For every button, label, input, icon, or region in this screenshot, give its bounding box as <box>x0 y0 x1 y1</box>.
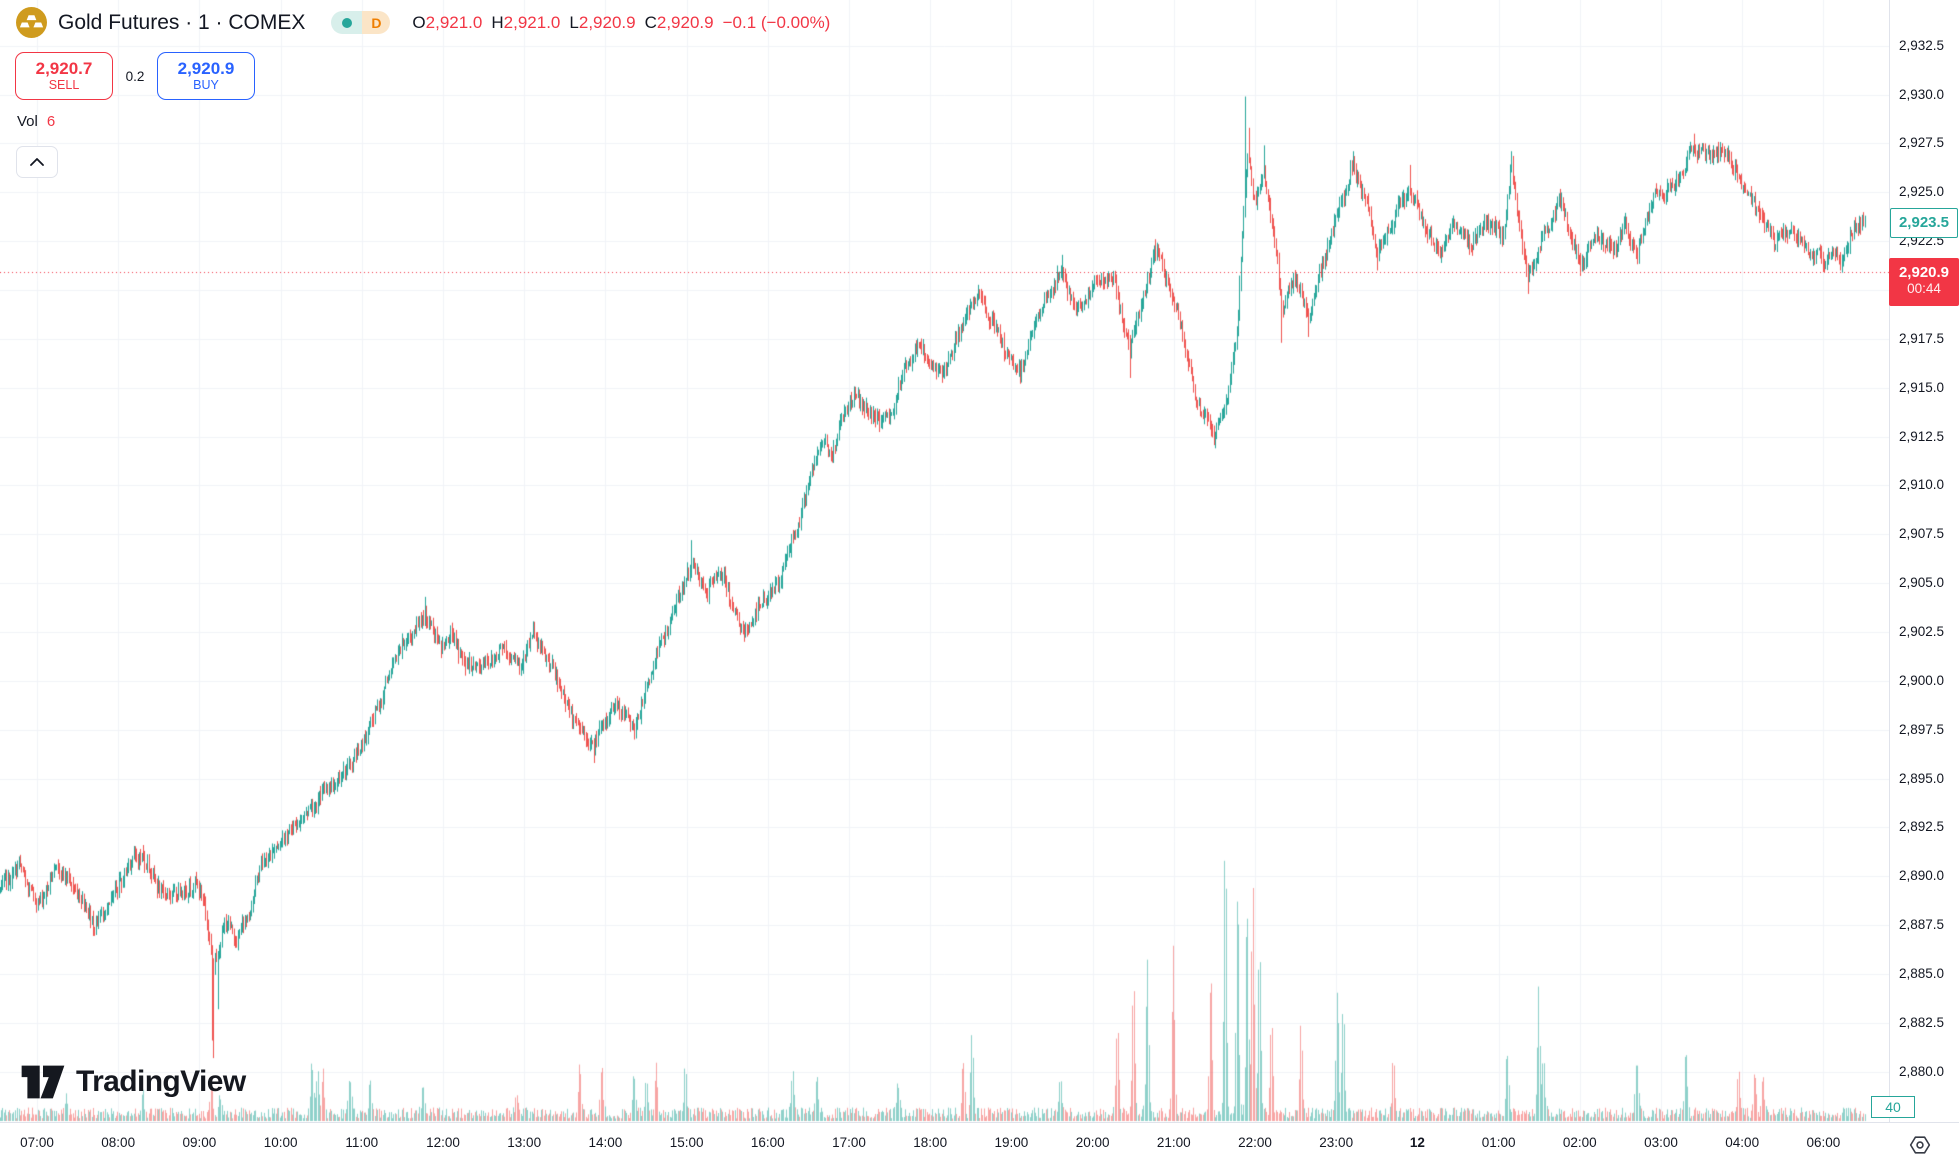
chart-settings-button[interactable] <box>1904 1131 1936 1159</box>
time-tick-label: 07:00 <box>20 1135 54 1150</box>
price-tick-label: 2,880.0 <box>1899 1063 1945 1079</box>
time-tick-label: 12 <box>1409 1135 1425 1150</box>
watermark-text: TradingView <box>76 1065 246 1098</box>
time-tick-label: 11:00 <box>345 1135 379 1150</box>
time-tick-label: 09:00 <box>182 1135 217 1150</box>
price-tick-label: 2,917.5 <box>1899 330 1945 346</box>
price-tick-label: 2,885.0 <box>1899 966 1945 982</box>
notification-badge: D <box>362 11 391 34</box>
candlestick-chart[interactable] <box>0 0 1889 1122</box>
bar-countdown: 00:44 <box>1907 281 1941 297</box>
price-tick-label: 2,892.5 <box>1899 819 1945 835</box>
trade-panel: 2,920.7 SELL 0.2 2,920.9 BUY <box>15 52 255 100</box>
price-tick-label: 2,890.0 <box>1899 868 1945 884</box>
time-tick-label: 18:00 <box>913 1135 948 1150</box>
price-axis[interactable]: 2,932.52,930.02,927.52,925.02,922.52,920… <box>1889 0 1959 1122</box>
price-tick-label: 2,925.0 <box>1899 184 1945 200</box>
time-tick-label: 19:00 <box>994 1135 1029 1150</box>
buy-button[interactable]: 2,920.9 BUY <box>157 52 255 100</box>
time-tick-label: 08:00 <box>101 1135 136 1150</box>
time-tick-label: 14:00 <box>588 1135 623 1150</box>
price-tick-label: 2,905.0 <box>1899 575 1945 591</box>
symbol-title[interactable]: Gold Futures · 1 · COMEX <box>58 10 306 34</box>
time-tick-label: 02:00 <box>1562 1135 1597 1150</box>
tradingview-logo-icon <box>21 1065 65 1099</box>
market-status-badge[interactable]: D <box>331 11 391 34</box>
price-tick-label: 2,895.0 <box>1899 770 1945 786</box>
time-tick-label: 03:00 <box>1644 1135 1678 1150</box>
price-tick-label: 2,930.0 <box>1899 86 1945 102</box>
tradingview-watermark[interactable]: TradingView <box>20 1062 246 1102</box>
last-price-label: 2,923.5 <box>1890 207 1958 238</box>
price-tick-label: 2,915.0 <box>1899 379 1945 395</box>
time-tick-label: 01:00 <box>1481 1135 1516 1150</box>
time-axis[interactable]: 07:00 08:00 09:00 10:00 11:00 12:00 13:00 14:00… <box>0 1122 1959 1167</box>
change-value: −0.1 (−0.00%) <box>722 12 831 32</box>
time-tick-label: 16:00 <box>750 1135 785 1150</box>
time-tick-label: 04:00 <box>1725 1135 1760 1150</box>
symbol-header: Gold Futures · 1 · COMEX D O2,921.0 H2,9… <box>16 7 830 38</box>
time-tick-label: 15:00 <box>669 1135 704 1150</box>
time-tick-label: 22:00 <box>1238 1135 1272 1150</box>
market-open-dot-icon <box>331 11 363 34</box>
time-tick-label: 12:00 <box>426 1135 460 1150</box>
price-tick-label: 2,910.0 <box>1899 477 1945 493</box>
time-tick-label: 20:00 <box>1075 1135 1110 1150</box>
ohlc-values: O2,921.0 H2,921.0 L2,920.9 C2,920.9 −0.1… <box>412 12 831 32</box>
volume-axis-label: 40 <box>1871 1096 1915 1118</box>
countdown-price-label: 2,920.9 00:44 <box>1889 258 1959 307</box>
price-tick-label: 2,932.5 <box>1899 37 1945 53</box>
time-tick-label: 10:00 <box>263 1135 298 1150</box>
price-tick-label: 2,927.5 <box>1899 135 1945 151</box>
volume-value: 6 <box>46 113 56 130</box>
time-tick-label: 23:00 <box>1319 1135 1354 1150</box>
spread-value: 0.2 <box>125 68 145 84</box>
price-tick-label: 2,882.5 <box>1899 1014 1945 1030</box>
time-tick-label: 21:00 <box>1156 1135 1191 1150</box>
price-tick-label: 2,907.5 <box>1899 526 1945 542</box>
volume-legend[interactable]: Vol 6 <box>17 113 56 130</box>
price-tick-label: 2,902.5 <box>1899 624 1945 640</box>
chevron-up-icon <box>30 158 44 166</box>
time-tick-label: 06:00 <box>1806 1135 1841 1150</box>
price-tick-label: 2,912.5 <box>1899 428 1945 444</box>
time-tick-label: 13:00 <box>507 1135 542 1150</box>
sell-button[interactable]: 2,920.7 SELL <box>15 52 113 100</box>
collapse-panel-button[interactable] <box>16 146 58 178</box>
gold-futures-icon <box>16 7 47 38</box>
price-tick-label: 2,900.0 <box>1899 672 1945 688</box>
price-tick-label: 2,887.5 <box>1899 917 1945 933</box>
gear-icon <box>1909 1136 1931 1154</box>
price-tick-label: 2,897.5 <box>1899 721 1945 737</box>
time-tick-label: 17:00 <box>832 1135 866 1150</box>
